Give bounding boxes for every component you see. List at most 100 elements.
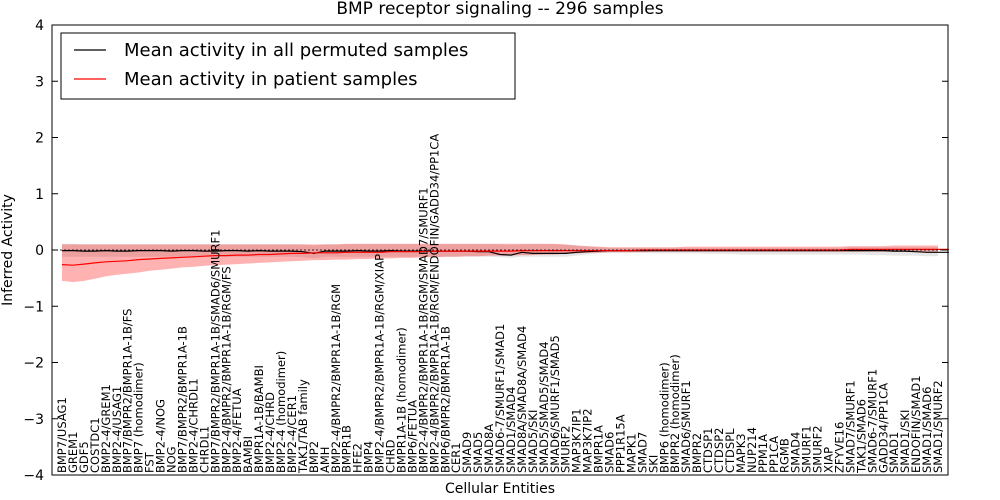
x-category-label: SMAD1/SMAD6 (920, 387, 934, 473)
x-category-label: SMAD1/SKI (898, 410, 912, 473)
x-category-label: GDF5 (77, 441, 91, 473)
y-tick-label: 0 (35, 243, 44, 259)
x-category-label: SMAD6/SMURF1/SMAD5 (548, 335, 562, 473)
x-category-label: SMAD9 (460, 432, 474, 473)
x-category-label: BMP7/USAG1 (55, 397, 69, 473)
y-tick-label: −4 (23, 468, 44, 484)
y-tick-label: −2 (23, 356, 44, 372)
x-category-label: BMP2-4/CHRDL1 (186, 378, 200, 473)
y-tick-label: 1 (35, 187, 44, 203)
x-axis-category-labels: BMP7/USAG1GREM1GDF5COSTDC1BMP2-4/GREM1BM… (55, 134, 945, 474)
x-axis-label: Cellular Entities (445, 481, 555, 497)
x-category-label: SMAD7 (635, 432, 649, 473)
x-category-label: SMAD6 (603, 432, 617, 473)
x-category-label: MAPK3 (734, 433, 748, 473)
x-category-label: CTDSP1 (701, 428, 715, 473)
x-category-label: SMAD8A (482, 424, 496, 473)
x-category-label: TAK1/SMAD6 (854, 399, 868, 474)
x-category-label: BMP2-4/NOG (154, 399, 168, 473)
x-category-label: BMP2-4/BMPR2/BMPR1A-1B/RGM (329, 284, 343, 473)
x-category-label: TAK1/TAB family (296, 379, 310, 474)
x-category-label: BMP4 (362, 441, 376, 473)
x-category-label: BMP7/BMPR2/BMPR1A-1B (175, 326, 189, 473)
x-category-label: GADD34/PP1CA (876, 383, 890, 473)
x-category-label: BMP7/BMPR2/BMPR1A-1B/FS (121, 309, 135, 473)
x-category-label: CTDSPL (723, 428, 737, 473)
x-category-label: BMP7/BMPR2/BMPR1A-1B/SMAD6/SMURF1 (208, 230, 222, 473)
x-category-label: BMPR1A-1B (homodimer) (394, 327, 408, 473)
y-axis: −4 −3 −2 −1 0 1 2 3 4 (23, 18, 948, 484)
x-category-label: BMP7 (homodimer) (132, 362, 146, 473)
y-tick-label: 4 (35, 18, 44, 34)
x-category-label: BMP6 (homodimer) (657, 362, 671, 473)
x-category-label: PPP1R15A (613, 414, 627, 473)
x-category-label: SMAD7/SMURF1 (843, 380, 857, 473)
x-category-label: BMP2-4/FETUA (230, 388, 244, 473)
x-category-label: ENDOFIN/SMAD1 (909, 375, 923, 473)
x-category-label: SMAD4 (789, 432, 803, 473)
x-category-label: BMP2-4/BMPR2/BMPR1A-1B/RGM/FS (219, 266, 233, 473)
x-category-label: SMURF1 (800, 425, 814, 473)
x-category-label: BMPR1B (340, 425, 354, 473)
x-category-label: SMAD6-7/SMURF1/SMAD1 (493, 324, 507, 473)
x-category-label: SMAD6/SMURF1 (679, 380, 693, 473)
x-category-label: SMAD1/SMURF2 (931, 380, 945, 473)
chart-title: BMP receptor signaling -- 296 samples (336, 0, 663, 19)
x-category-label: SMAD6-7/SMURF1 (865, 369, 879, 473)
x-category-label: MAP3K7IP1 (570, 408, 584, 473)
x-category-label: BMPR2 (690, 433, 704, 473)
x-category-label: CER1 (449, 442, 463, 473)
x-category-label: BMPR1A (592, 425, 606, 473)
x-category-label: SMURF2 (559, 425, 573, 473)
x-category-label: MAP3K7IP2 (581, 408, 595, 473)
x-category-label: BMP2-4/BMPR2/BMPR1A-1B/RGM/ENDOFIN/GADD3… (427, 134, 441, 473)
x-category-label: GREM1 (66, 432, 80, 473)
x-category-label: CTDSP2 (712, 428, 726, 473)
x-category-label: BMP2-4/GREM1 (99, 384, 113, 473)
x-category-label: SMAD1 (887, 432, 901, 473)
x-category-label: BMP2-4 (homodimer) (274, 351, 288, 473)
y-tick-label: 2 (35, 131, 44, 147)
x-category-label: BMP2 (307, 441, 321, 473)
x-category-label: PPM1A (756, 434, 770, 473)
x-category-label: BAMBI (241, 436, 255, 473)
x-category-label: BMPR1A-1B/BAMBI (252, 365, 266, 473)
x-category-label: BMP2-4/CER1 (285, 395, 299, 473)
x-category-label: SMAD5 (471, 432, 485, 473)
x-category-label: PP1CA (767, 436, 781, 473)
x-category-label: NOG (165, 446, 179, 473)
x-category-label: SKI (646, 455, 660, 473)
y-tick-label: −1 (23, 299, 44, 315)
plot-frame (51, 24, 949, 476)
x-category-label: FST (143, 451, 157, 473)
x-category-label: BMP2-4/BMPR2/BMPR1A-1B/RGM/XIAP (373, 254, 387, 473)
x-category-label: MAPK1 (624, 433, 638, 473)
x-category-label: NUP214 (745, 427, 759, 473)
x-category-label: CHRDL1 (197, 426, 211, 473)
legend-box (60, 32, 516, 100)
x-category-label: SMAD1/SMAD4 (504, 387, 518, 473)
x-category-label: BMP2-4/CHRD (263, 392, 277, 473)
x-category-label: HFE2 (351, 443, 365, 473)
legend-label-permuted: Mean activity in all permuted samples (124, 40, 468, 61)
x-category-label: BMP6/BMPR2/BMPR1A-1B (438, 326, 452, 473)
x-category-label: RGMB (778, 438, 792, 473)
x-category-label: ZFYVE16 (832, 422, 846, 473)
x-category-label: SMAD5/SKI (526, 410, 540, 473)
y-axis-label: Inferred Activity (0, 194, 16, 306)
x-category-label: BMP2-4/BMPR2/BMPR1A-1B/RGM/SMAD7/SMURF1 (416, 187, 430, 473)
x-category-label: BMPR2 (homodimer) (668, 354, 682, 473)
x-category-label: COSTDC1 (88, 417, 102, 473)
x-category-label: AMH (318, 447, 332, 473)
legend-label-patient: Mean activity in patient samples (124, 69, 418, 90)
x-category-label: SMAD5/SMAD5/SMAD4 (537, 341, 551, 473)
x-category-label: SMAD8A/SMAD8A/SMAD4 (515, 326, 529, 473)
y-tick-label: 3 (35, 74, 44, 90)
x-category-label: BMP2-4/USAG1 (110, 386, 124, 473)
x-category-label: CHRD (384, 439, 398, 473)
x-category-label: XIAP (822, 447, 836, 473)
x-category-label: SMURF2 (811, 425, 825, 473)
x-category-label: BMP6/FETUA (405, 400, 419, 473)
y-tick-label: −3 (23, 412, 44, 428)
